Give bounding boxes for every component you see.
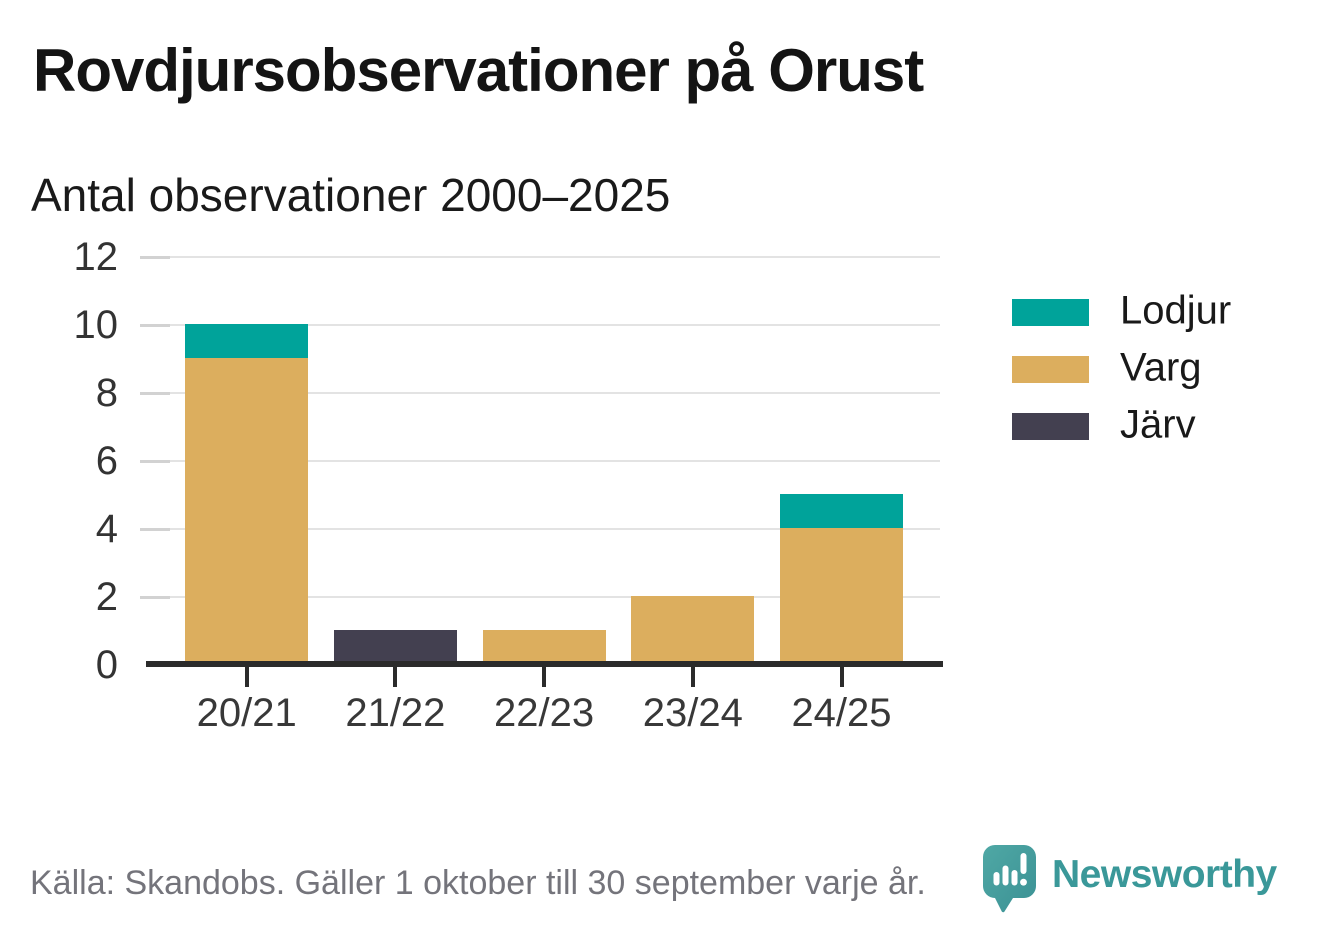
y-tick-label: 4 xyxy=(95,507,118,551)
y-tick-label: 2 xyxy=(95,575,118,619)
x-tick-label: 24/25 xyxy=(791,691,892,735)
legend-label: Järv xyxy=(1120,402,1196,447)
legend-label: Lodjur xyxy=(1120,288,1232,333)
legend-label: Varg xyxy=(1120,345,1202,390)
x-tick-mark xyxy=(244,665,249,687)
y-gridline xyxy=(147,460,940,462)
x-tick-label: 20/21 xyxy=(196,691,297,735)
x-tick-label: 23/24 xyxy=(642,691,743,735)
bar-segment-varg xyxy=(780,528,903,664)
y-tick-label: 0 xyxy=(95,643,118,687)
x-axis-baseline xyxy=(146,661,943,667)
y-tick-mark xyxy=(140,596,170,599)
y-tick-label: 6 xyxy=(95,439,118,483)
brand-wordmark: Newsworthy xyxy=(1052,853,1277,896)
bar-segment-lodjur xyxy=(780,494,903,528)
legend-swatch-icon xyxy=(1012,299,1089,326)
x-tick-mark xyxy=(542,665,547,687)
legend-swatch-icon xyxy=(1012,356,1089,383)
y-tick-label: 10 xyxy=(73,303,119,347)
source-note: Källa: Skandobs. Gäller 1 oktober till 3… xyxy=(30,864,926,902)
bar-segment-lodjur xyxy=(185,324,309,358)
y-tick-label: 8 xyxy=(95,371,118,415)
x-tick-mark xyxy=(690,665,695,687)
bar-segment-varg xyxy=(482,630,606,664)
x-tick-label: 21/22 xyxy=(345,691,446,735)
bar-segment-varg xyxy=(185,358,309,664)
y-tick-mark xyxy=(140,256,170,259)
y-tick-mark xyxy=(140,324,170,327)
y-gridline xyxy=(147,324,940,326)
legend-swatch-icon xyxy=(1012,413,1089,440)
chart-title: Rovdjursobservationer på Orust xyxy=(33,37,924,104)
x-tick-mark xyxy=(839,665,844,687)
x-tick-mark xyxy=(393,665,398,687)
y-tick-label: 12 xyxy=(73,235,119,279)
brand-logo: Newsworthy xyxy=(983,845,1277,915)
y-gridline xyxy=(147,256,940,258)
bar-segment-järv xyxy=(333,630,457,664)
y-gridline xyxy=(147,392,940,394)
y-gridline xyxy=(147,596,940,598)
chart-subtitle: Antal observationer 2000–2025 xyxy=(31,169,671,221)
bar-segment-varg xyxy=(631,596,755,664)
y-tick-mark xyxy=(140,392,170,395)
y-tick-mark xyxy=(140,528,170,531)
x-tick-label: 22/23 xyxy=(494,691,595,735)
newsworthy-logo-icon xyxy=(983,845,1036,913)
y-tick-mark xyxy=(140,460,170,463)
y-gridline xyxy=(147,528,940,530)
